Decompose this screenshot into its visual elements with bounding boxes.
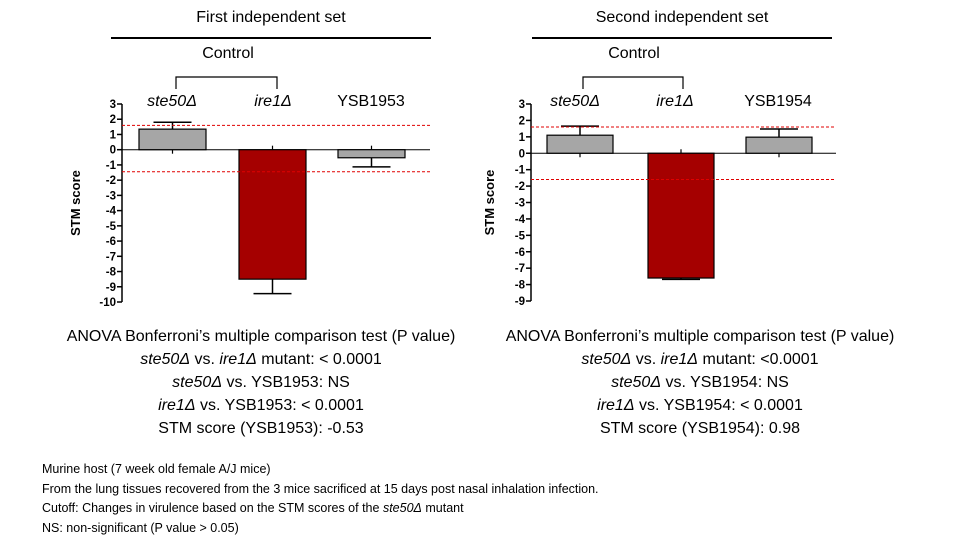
y-tick-label: -1	[106, 160, 117, 172]
y-tick-label: 2	[519, 115, 525, 127]
stats-line-4: STM score (YSB1953): -0.53	[41, 417, 481, 440]
y-tick-label: -3	[106, 190, 116, 202]
stats-line-2: ste50Δ vs. YSB1953: NS	[41, 371, 481, 394]
y-tick-label: -9	[515, 296, 525, 308]
stats-line-1: ste50Δ vs. ire1Δ mutant: <0.0001	[480, 348, 920, 371]
category-label: ire1Δ	[254, 93, 291, 110]
y-tick-label: -6	[106, 236, 116, 248]
y-tick-label: -9	[106, 282, 116, 294]
panel2-stats: ANOVA Bonferroni’s multiple comparison t…	[480, 325, 920, 440]
category-label: YSB1954	[744, 93, 812, 110]
control-bracket	[176, 77, 277, 89]
bar-ste50Δ	[139, 129, 206, 150]
bar-YSB1953	[338, 150, 405, 158]
y-tick-label: 0	[519, 148, 525, 160]
y-tick-label: -4	[515, 214, 526, 226]
y-tick-label: 1	[519, 132, 526, 144]
y-tick-label: -2	[106, 175, 116, 187]
footnotes: Murine host (7 week old female A/J mice)…	[42, 460, 599, 538]
stats-line-3: ire1Δ vs. YSB1954: < 0.0001	[480, 394, 920, 417]
y-tick-label: -7	[106, 251, 116, 263]
y-tick-label: 2	[110, 114, 116, 126]
category-label: ire1Δ	[656, 93, 693, 110]
bar-YSB1954	[746, 137, 812, 153]
y-tick-label: -8	[106, 267, 117, 279]
y-tick-label: -7	[515, 263, 525, 275]
stats-line-1: ste50Δ vs. ire1Δ mutant: < 0.0001	[41, 348, 481, 371]
y-tick-label: 3	[519, 99, 525, 111]
category-label: ste50Δ	[550, 93, 600, 110]
chart-panel-2: 3 2 1 0 -1 -2 -3 -4 -5 -6 -7 -8 -9 STM score ste50Δ ire…	[482, 77, 836, 308]
y-axis-label: STM score	[482, 170, 497, 236]
category-label: ste50Δ	[147, 93, 197, 110]
bar-ste50Δ	[547, 135, 613, 153]
y-axis-label: STM score	[68, 170, 83, 236]
note-host: Murine host (7 week old female A/J mice)	[42, 460, 599, 480]
stats-line-2: ste50Δ vs. YSB1954: NS	[480, 371, 920, 394]
y-tick-label: 1	[110, 129, 117, 141]
stats-line-4: STM score (YSB1954): 0.98	[480, 417, 920, 440]
y-tick-label: 3	[110, 99, 116, 111]
panel1-stats: ANOVA Bonferroni’s multiple comparison t…	[41, 325, 481, 440]
stats-heading: ANOVA Bonferroni’s multiple comparison t…	[480, 325, 920, 348]
y-tick-label: -10	[99, 297, 116, 309]
category-label: YSB1953	[337, 93, 405, 110]
y-tick-label: -5	[515, 230, 526, 242]
stats-heading: ANOVA Bonferroni’s multiple comparison t…	[41, 325, 481, 348]
y-tick-label: -8	[515, 280, 526, 292]
stats-line-3: ire1Δ vs. YSB1953: < 0.0001	[41, 394, 481, 417]
y-tick-label: -4	[106, 206, 117, 218]
note-ns: NS: non-significant (P value > 0.05)	[42, 519, 599, 538]
y-tick-label: -3	[515, 198, 525, 210]
control-bracket	[583, 77, 683, 89]
y-tick-label: -5	[106, 221, 117, 233]
y-tick-label: 0	[110, 145, 116, 157]
y-tick-label: -6	[515, 247, 525, 259]
y-tick-label: -1	[515, 165, 526, 177]
y-tick-label: -2	[515, 181, 525, 193]
bar-ire1Δ	[648, 153, 714, 278]
chart-panel-1: 3 2 1 0 -1 -2 -3 -4 -5 -6 -7 -8 -9 -10 STM score ste50Δ…	[68, 77, 430, 309]
bar-ire1Δ	[239, 150, 306, 279]
note-tissue: From the lung tissues recovered from the…	[42, 480, 599, 500]
note-cutoff: Cutoff: Changes in virulence based on th…	[42, 499, 599, 519]
